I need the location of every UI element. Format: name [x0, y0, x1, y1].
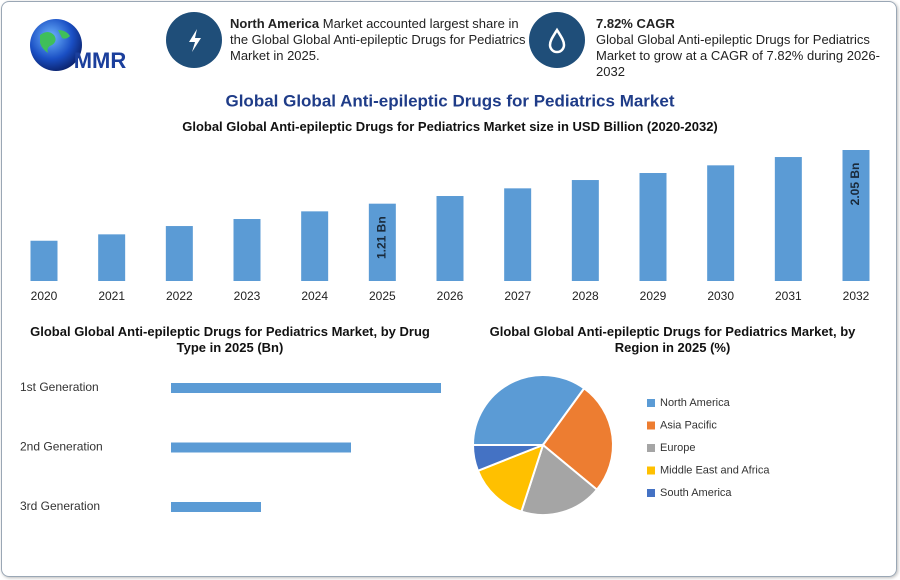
- legend-label: Middle East and Africa: [660, 464, 770, 476]
- bar: [171, 383, 441, 393]
- info-1-bold: North America: [230, 16, 320, 31]
- bar-chart-title: Global Global Anti-epileptic Drugs for P…: [182, 119, 718, 134]
- x-tick-label: 2029: [640, 289, 667, 303]
- value-label: 2.05 Bn: [848, 163, 862, 206]
- x-tick-label: 2032: [843, 289, 870, 303]
- pie-slice: [541, 386, 614, 492]
- logo-globe: [30, 19, 82, 71]
- drug-chart-title: Global Global Anti-epileptic Drugs for P…: [30, 324, 430, 355]
- legend-swatch: [647, 444, 655, 452]
- legend-swatch: [647, 466, 655, 475]
- info-icon-1: [166, 12, 222, 68]
- y-tick-label: 3rd Generation: [20, 499, 100, 513]
- info-2: 7.82% CAGR Global Global Anti-epileptic D…: [596, 16, 886, 80]
- logo-text: MMR: [74, 48, 127, 73]
- x-tick-label: 2026: [437, 289, 464, 303]
- bar: [707, 165, 735, 281]
- legend-label: Asia Pacific: [660, 419, 717, 431]
- x-tick-label: 2022: [166, 289, 193, 303]
- region-chart-title: Global Global Anti-epileptic Drugs for P…: [489, 324, 856, 355]
- value-label: 1.21 Bn: [375, 216, 389, 259]
- info-1-text: Market accounted largest share in the Gl…: [230, 16, 526, 63]
- icon-circle: [529, 12, 585, 68]
- x-tick-label: 2031: [775, 289, 802, 303]
- logo: MMR: [30, 19, 126, 73]
- page-title: Global Global Anti-epileptic Drugs for P…: [225, 91, 674, 110]
- x-tick-label: 2023: [234, 289, 261, 303]
- bar: [639, 173, 667, 281]
- pie-slice: [471, 374, 586, 446]
- legend-swatch: [647, 421, 655, 430]
- info-1: North America Market accounted largest s…: [230, 16, 530, 64]
- bar: [504, 188, 532, 281]
- x-tick-label: 2024: [301, 289, 328, 303]
- bar: [571, 180, 599, 281]
- x-tick-label: 2027: [504, 289, 531, 303]
- info-2-text: Global Global Anti-epileptic Drugs for P…: [596, 32, 880, 79]
- legend-label: Europe: [660, 442, 695, 454]
- legend-label: South America: [660, 487, 732, 499]
- legend-swatch: [647, 399, 655, 407]
- pie-slice: [476, 443, 545, 513]
- bar: [774, 157, 802, 281]
- x-tick-label: 2030: [707, 289, 734, 303]
- y-tick-label: 1st Generation: [20, 380, 99, 394]
- logo-land: [40, 30, 70, 53]
- info-icon-2: [529, 12, 585, 68]
- bar: [842, 150, 870, 281]
- pie-slice: [520, 443, 599, 516]
- pie-slice: [471, 444, 544, 473]
- bar: [98, 234, 126, 281]
- y-tick-label: 2nd Generation: [20, 440, 103, 454]
- legend-label: North America: [660, 397, 731, 409]
- icon-bolt: [189, 29, 201, 52]
- info-2-title: 7.82% CAGR: [596, 16, 675, 31]
- bar: [301, 211, 329, 281]
- legend-swatch: [647, 489, 655, 497]
- bar: [165, 226, 193, 281]
- icon-drop: [548, 27, 566, 54]
- bar: [368, 203, 396, 281]
- x-tick-label: 2025: [369, 289, 396, 303]
- x-tick-label: 2021: [98, 289, 125, 303]
- bar: [171, 442, 351, 453]
- bar: [30, 240, 58, 281]
- x-tick-label: 2028: [572, 289, 599, 303]
- x-tick-label: 2020: [31, 289, 58, 303]
- bar: [436, 196, 464, 281]
- bar: [233, 219, 261, 281]
- bar: [171, 502, 261, 512]
